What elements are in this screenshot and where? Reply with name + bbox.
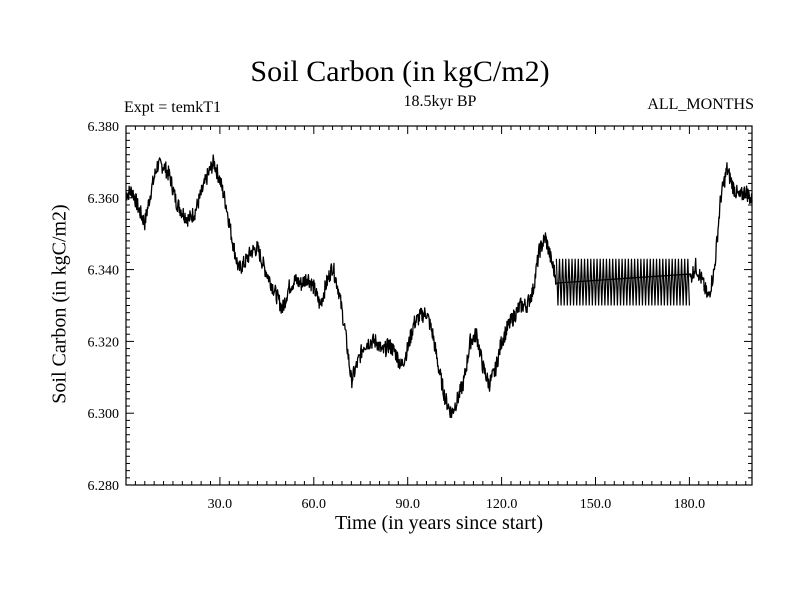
x-axis-label: Time (in years since start) xyxy=(334,512,544,534)
y-tick-label: 6.300 xyxy=(88,407,120,422)
x-tick-label: 180.0 xyxy=(674,497,706,512)
period-label: 18.5kyr BP xyxy=(403,93,477,110)
x-tick-label: 90.0 xyxy=(395,497,420,512)
y-tick-label: 6.360 xyxy=(88,192,120,207)
series-oscillation xyxy=(555,258,690,306)
y-tick-label: 6.280 xyxy=(88,479,120,494)
x-tick-label: 120.0 xyxy=(486,497,518,512)
x-tick-label: 150.0 xyxy=(580,497,612,512)
y-tick-label: 6.320 xyxy=(88,335,120,350)
y-tick-label: 6.380 xyxy=(88,120,120,135)
chart-title: Soil Carbon (in kgC/m2) xyxy=(250,55,550,88)
y-tick-label: 6.340 xyxy=(88,264,120,279)
x-tick-label: 60.0 xyxy=(302,497,327,512)
series-line xyxy=(125,154,753,419)
months-label: ALL_MONTHS xyxy=(647,96,754,113)
experiment-label: Expt = temkT1 xyxy=(124,99,222,116)
x-tick-label: 30.0 xyxy=(208,497,233,512)
